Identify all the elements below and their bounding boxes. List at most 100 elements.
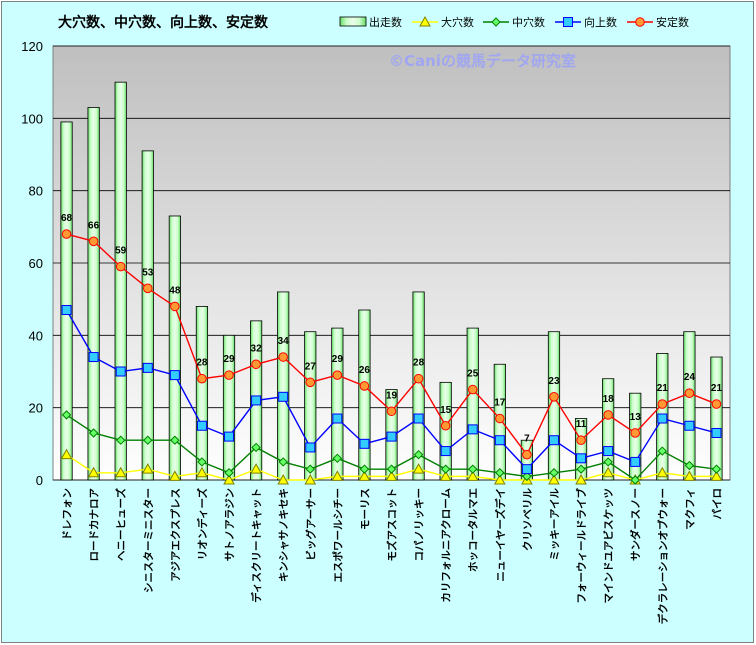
bar	[195, 305, 209, 481]
point	[143, 435, 153, 445]
bar	[710, 356, 723, 481]
point	[142, 283, 153, 294]
bar	[358, 309, 371, 481]
point	[278, 391, 289, 402]
data-label: 28	[196, 358, 208, 369]
x-tick-label: ディスクリートキャット	[250, 488, 263, 603]
point	[413, 413, 424, 424]
point	[419, 15, 431, 27]
point	[412, 463, 425, 474]
x-tick-label: ホッコータルマエ	[468, 488, 480, 572]
point	[549, 392, 559, 402]
point	[224, 370, 234, 380]
point	[386, 464, 397, 474]
data-label: 27	[305, 361, 317, 372]
point	[196, 420, 207, 431]
bar	[60, 121, 73, 481]
chart-title: 大穴数、中穴数、向上数、安定数	[58, 14, 269, 31]
data-label: 66	[88, 220, 100, 231]
point	[521, 464, 532, 475]
x-tick-label: ニューイヤーズデイ	[494, 488, 507, 582]
legend-label: 向上数	[584, 15, 617, 29]
data-label: 15	[440, 405, 452, 416]
series-circle	[61, 229, 722, 460]
series-diamond	[61, 410, 722, 485]
y-axis: 0 20 40 60 80 100 120	[21, 39, 43, 488]
data-label: 11	[576, 419, 587, 430]
data-label: 59	[115, 246, 127, 257]
point	[493, 473, 506, 485]
point	[522, 471, 532, 482]
point	[466, 470, 479, 481]
point	[575, 473, 587, 485]
point	[603, 410, 613, 420]
point	[61, 305, 72, 316]
point	[495, 468, 505, 478]
point	[224, 468, 234, 478]
point	[467, 424, 478, 435]
legend-label: 安定数	[656, 15, 689, 29]
y-tick-label: 100	[21, 111, 43, 126]
y-tick-label: 60	[29, 256, 43, 271]
point	[331, 470, 344, 481]
point	[440, 420, 451, 431]
point	[359, 464, 370, 474]
data-label: 28	[413, 358, 425, 369]
bar	[602, 378, 615, 481]
bar	[466, 327, 479, 481]
point	[603, 446, 614, 457]
point	[576, 453, 587, 464]
point	[278, 352, 288, 362]
point	[684, 388, 695, 399]
series-square	[61, 305, 722, 475]
point	[251, 442, 261, 453]
point	[657, 413, 668, 424]
point	[468, 464, 478, 474]
point	[494, 435, 505, 446]
x-tick-label: モーリス	[359, 488, 371, 530]
point	[305, 377, 316, 388]
x-tick-label: ドレフォン	[62, 488, 74, 541]
point	[630, 456, 641, 467]
point	[657, 399, 668, 409]
point	[332, 453, 343, 464]
data-label: 24	[684, 372, 696, 383]
data-label: 32	[251, 343, 263, 354]
x-tick-label: リオンディーズ	[196, 488, 209, 561]
data-label: 25	[467, 369, 479, 380]
point	[305, 464, 315, 474]
series-triangle	[60, 448, 723, 485]
point	[711, 427, 722, 438]
point	[60, 448, 73, 460]
point	[635, 17, 645, 27]
x-tick-label: ビッグアーサー	[304, 488, 317, 561]
point	[413, 373, 424, 384]
y-tick-label: 120	[21, 39, 43, 54]
data-label: 21	[657, 383, 669, 394]
bar	[304, 331, 317, 481]
point	[563, 17, 573, 27]
data-label: 29	[223, 354, 235, 365]
point	[304, 473, 317, 485]
point	[495, 413, 505, 424]
point	[224, 431, 235, 442]
bar	[683, 331, 696, 481]
x-tick-label: デクラレーションオブウォー	[656, 488, 669, 624]
data-label: 26	[359, 365, 371, 376]
point	[656, 466, 669, 478]
point	[440, 446, 451, 457]
x-tick-label: ヘニーヒューズ	[115, 488, 128, 561]
legend-swatch	[339, 16, 367, 27]
point	[305, 442, 316, 453]
point	[439, 470, 452, 481]
point	[170, 435, 180, 445]
point	[115, 261, 126, 272]
x-tick-label: シニスターミニスター	[143, 488, 155, 593]
point	[413, 449, 424, 460]
point	[602, 466, 614, 478]
data-label: 13	[630, 412, 642, 423]
watermark: ©Caniの競馬データ研究室	[389, 52, 576, 70]
point	[61, 410, 72, 420]
point	[630, 428, 641, 438]
point	[359, 381, 370, 391]
